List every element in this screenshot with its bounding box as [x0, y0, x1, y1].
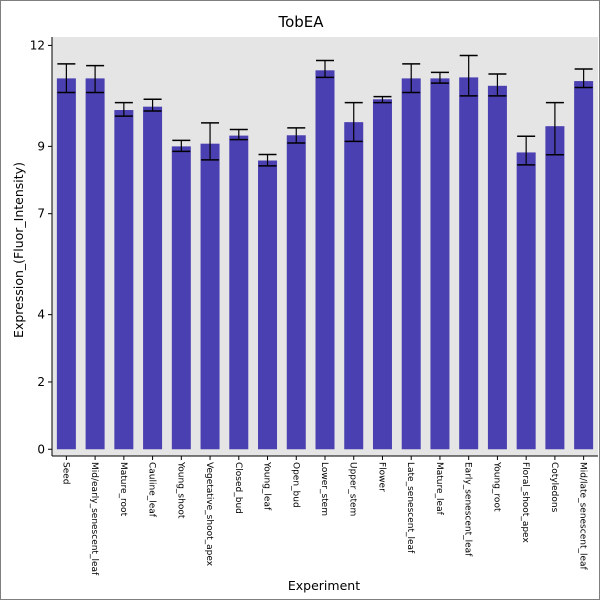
error-bars-group — [57, 54, 593, 167]
bar — [372, 99, 392, 450]
error-bar — [430, 71, 449, 84]
chart-title: TobEA — [277, 13, 324, 31]
error-bar — [258, 153, 277, 167]
bar — [200, 143, 220, 450]
y-ticks-group: 0 2 4 7 9 12 — [30, 38, 52, 456]
y-tick-label: 2 — [37, 375, 45, 389]
bar — [430, 78, 450, 450]
bar — [545, 126, 565, 450]
x-tick-label: Mature_root — [118, 462, 128, 517]
bar — [574, 81, 594, 450]
error-bar — [57, 63, 76, 94]
error-bar — [574, 68, 593, 89]
x-axis-label: Experiment — [288, 578, 360, 593]
x-ticks-group: Seed Mid/early_senescent_leaf Mature_root C… — [60, 456, 588, 576]
x-tick-label: Cauline_leaf — [147, 462, 157, 518]
error-bar — [517, 135, 536, 166]
bar — [171, 146, 191, 450]
bar — [401, 78, 421, 450]
error-bar — [229, 128, 248, 141]
error-bar — [402, 63, 421, 94]
bar — [516, 152, 536, 450]
x-tick-label: Early_senescent_leaf — [463, 462, 473, 557]
bar — [459, 77, 479, 450]
x-tick-label: Lower_stem — [319, 462, 329, 516]
bar — [258, 160, 278, 450]
x-tick-label: Upper_stem — [348, 462, 358, 516]
x-tick-label: Closed_bud — [233, 462, 243, 514]
y-tick-label: 9 — [37, 139, 45, 153]
error-bar — [86, 64, 105, 94]
x-tick-label: Late_senescent_leaf — [405, 462, 415, 554]
x-tick-label: Young_root — [491, 461, 501, 512]
x-tick-label: Young_shoot — [175, 461, 185, 519]
bar — [315, 70, 335, 450]
y-axis-label: Expression_(Fluor_Intensity) — [11, 162, 26, 338]
error-bar — [114, 101, 133, 117]
x-tick-label: Seed — [60, 462, 70, 485]
x-tick-label: Vegetative_shoot_apex — [204, 462, 214, 567]
error-bar — [344, 101, 363, 143]
bar — [114, 110, 134, 450]
y-tick-label: 0 — [37, 442, 45, 456]
x-tick-label: Young_leaf — [262, 461, 272, 511]
bar — [286, 135, 306, 450]
bar — [487, 85, 507, 450]
x-tick-label: Flower — [376, 462, 386, 492]
y-tick-label: 12 — [30, 38, 45, 52]
bars-group — [56, 70, 594, 450]
bar — [344, 122, 364, 450]
bar — [56, 78, 76, 450]
error-bar — [287, 127, 306, 144]
x-tick-label: Mature_leaf — [434, 462, 444, 516]
x-tick-label: Mid/early_senescent_leaf — [89, 462, 99, 576]
x-tick-label: Cotyledons — [549, 462, 559, 513]
x-tick-label: Open_bud — [290, 462, 300, 508]
bar — [229, 135, 249, 450]
error-bar — [143, 98, 162, 112]
x-tick-label: Mid/late_senescent_leaf — [578, 462, 588, 571]
y-tick-label: 4 — [37, 308, 45, 322]
bar — [143, 106, 163, 450]
bar — [85, 78, 105, 450]
error-bar — [172, 139, 191, 153]
error-bar — [545, 101, 564, 156]
y-tick-label: 7 — [37, 207, 45, 221]
x-tick-label: Floral_shoot_apex — [520, 462, 530, 543]
error-bar — [316, 59, 334, 79]
error-bar — [488, 73, 507, 97]
error-bar — [201, 122, 220, 161]
error-bar — [373, 95, 392, 104]
error-bar — [459, 54, 478, 97]
